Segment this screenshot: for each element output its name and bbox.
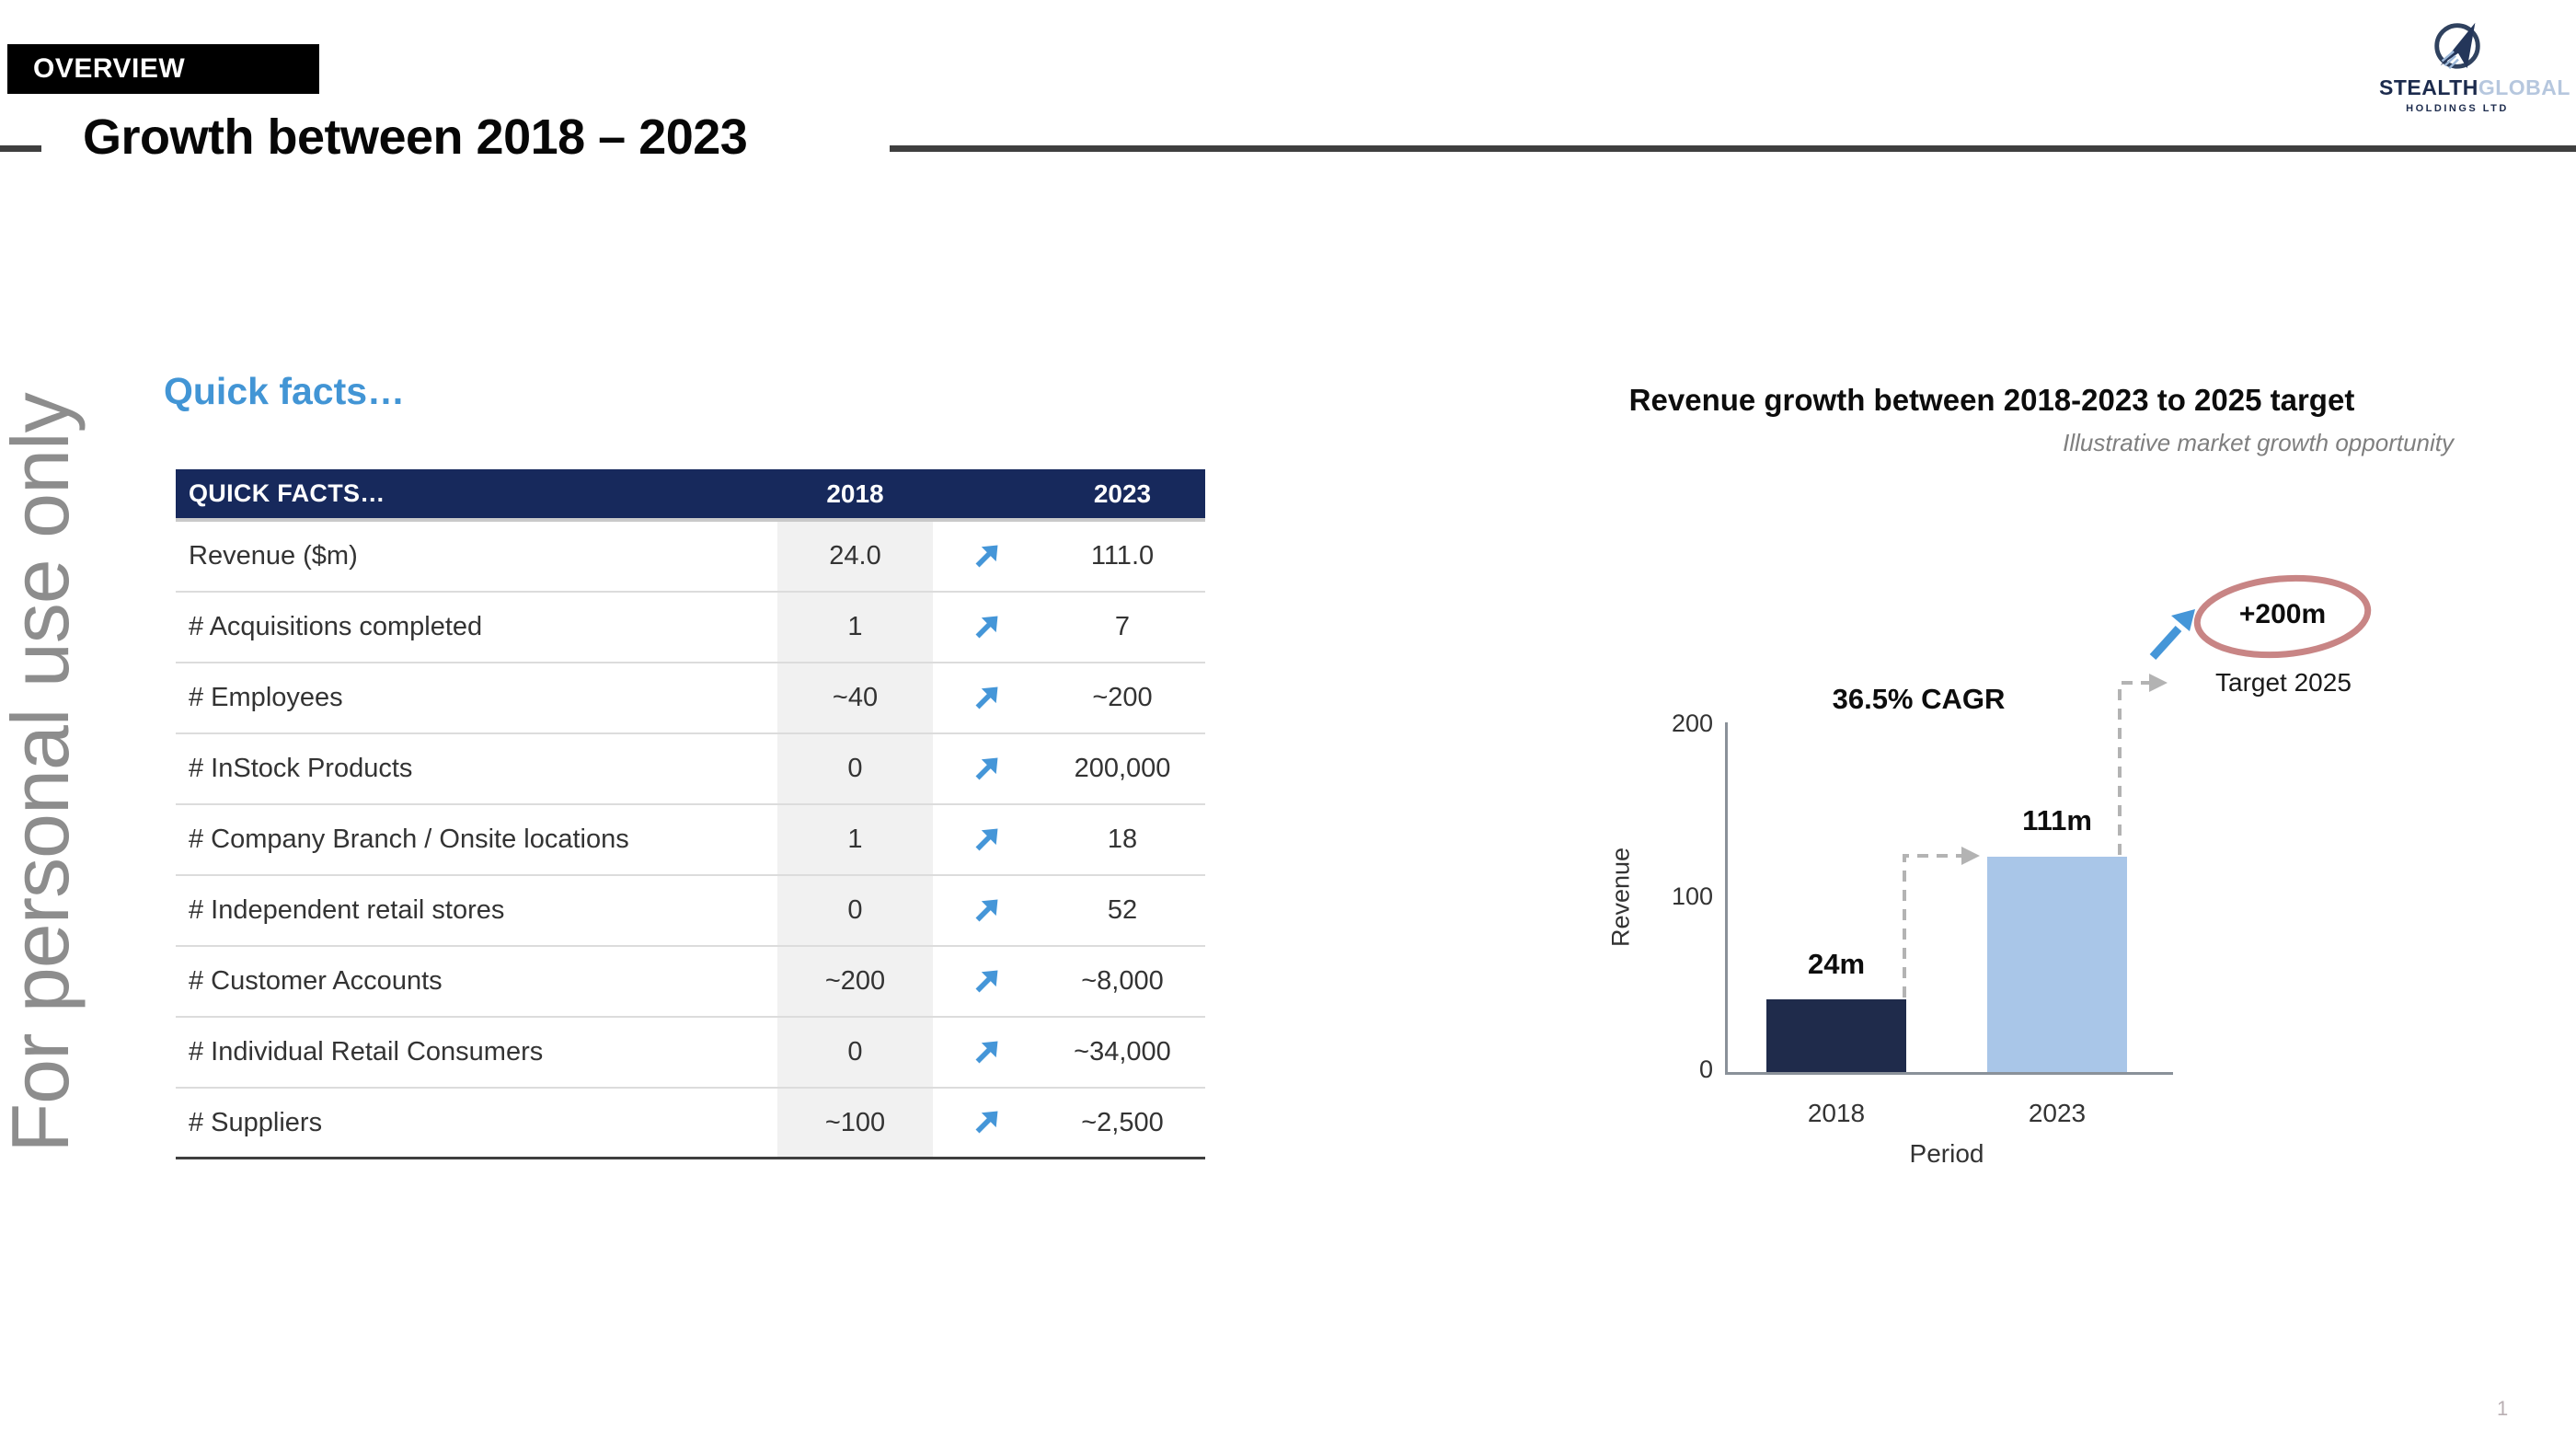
row-value-2023: 111.0 bbox=[1090, 541, 1155, 571]
growth-arrow-icon bbox=[933, 1018, 1040, 1087]
row-label: Revenue ($m) bbox=[189, 541, 358, 571]
bar-2023 bbox=[1987, 857, 2127, 1072]
logo-name-secondary: GLOBAL bbox=[2478, 75, 2570, 99]
page-number: 1 bbox=[2497, 1397, 2509, 1420]
table-row: # Individual Retail Consumers 0 ~34,000 bbox=[176, 1018, 1205, 1089]
row-value-2023: 7 bbox=[1114, 612, 1131, 641]
row-value-2018: 0 bbox=[777, 734, 933, 803]
blue-growth-arrow-icon bbox=[2149, 609, 2195, 661]
row-label: # Employees bbox=[189, 683, 343, 712]
cagr-annotation: 36.5% CAGR bbox=[1832, 683, 2006, 715]
x-axis-label: Period bbox=[1909, 1139, 1984, 1168]
growth-arrow-icon bbox=[933, 947, 1040, 1016]
row-value-2018: 0 bbox=[777, 876, 933, 945]
growth-arrow-icon bbox=[933, 805, 1040, 874]
target-value-label: +200m bbox=[2238, 599, 2327, 629]
row-label: # Individual Retail Consumers bbox=[189, 1037, 544, 1067]
row-value-2018: ~40 bbox=[777, 663, 933, 732]
logo-subtitle: HOLDINGS LTD bbox=[2406, 103, 2509, 114]
table-row: # Acquisitions completed 1 7 bbox=[176, 593, 1205, 663]
y-tick-0: 0 bbox=[1698, 1055, 1713, 1083]
row-value-2018: 0 bbox=[777, 1018, 933, 1087]
growth-arrow-icon bbox=[933, 1089, 1040, 1157]
row-value-2023: ~200 bbox=[1092, 683, 1153, 712]
growth-arrow-icon bbox=[933, 522, 1040, 591]
quick-facts-table: QUICK FACTS… 2018 2023 Revenue ($m) 24.0… bbox=[176, 469, 1205, 1159]
section-badge: OVERVIEW bbox=[7, 44, 319, 94]
row-value-2023: 52 bbox=[1107, 895, 1138, 925]
company-logo: STEALTHGLOBAL HOLDINGS LTD bbox=[2379, 17, 2570, 114]
table-row: # Employees ~40 ~200 bbox=[176, 663, 1205, 734]
growth-arrow-icon bbox=[933, 734, 1040, 803]
table-row: # Suppliers ~100 ~2,500 bbox=[176, 1089, 1205, 1159]
table-row: # Company Branch / Onsite locations 1 18 bbox=[176, 805, 1205, 876]
page-title: Growth between 2018 – 2023 bbox=[83, 110, 748, 165]
logo-wordmark: STEALTHGLOBAL bbox=[2379, 75, 2570, 100]
bar-value-label-2018: 24m bbox=[1807, 948, 1866, 980]
growth-arrow-icon bbox=[933, 876, 1040, 945]
x-tick-2018: 2018 bbox=[1807, 1099, 1866, 1127]
row-value-2023: 200,000 bbox=[1074, 754, 1171, 783]
quick-facts-heading: Quick facts… bbox=[164, 370, 406, 412]
growth-arrow-icon bbox=[933, 663, 1040, 732]
row-value-2023: ~8,000 bbox=[1081, 966, 1164, 996]
growth-arrow-icon bbox=[933, 593, 1040, 662]
row-label: # Customer Accounts bbox=[189, 966, 443, 996]
x-axis bbox=[1725, 1072, 2173, 1075]
bar-2018 bbox=[1766, 999, 1906, 1072]
table-header-label: QUICK FACTS… bbox=[189, 479, 385, 507]
row-value-2018: 1 bbox=[777, 805, 933, 874]
bar-value-label-2023: 111m bbox=[2022, 804, 2092, 836]
dashed-connector-2018-2023 bbox=[1903, 847, 1980, 998]
table-row: # Customer Accounts ~200 ~8,000 bbox=[176, 947, 1205, 1018]
title-rule-left bbox=[0, 145, 41, 152]
y-axis-label: Revenue bbox=[1606, 847, 1635, 948]
row-label: # Acquisitions completed bbox=[189, 612, 483, 641]
logo-name-primary: STEALTH bbox=[2379, 75, 2478, 99]
table-row: # InStock Products 0 200,000 bbox=[176, 734, 1205, 805]
table-row: # Independent retail stores 0 52 bbox=[176, 876, 1205, 947]
table-header-2023: 2023 bbox=[1093, 479, 1152, 508]
title-rule-right bbox=[890, 145, 2576, 152]
row-value-2023: ~2,500 bbox=[1081, 1107, 1164, 1137]
y-axis bbox=[1725, 722, 1728, 1075]
row-label: # Company Branch / Onsite locations bbox=[189, 825, 629, 854]
row-label: # Suppliers bbox=[189, 1107, 323, 1137]
row-value-2023: ~34,000 bbox=[1074, 1037, 1171, 1067]
row-label: # InStock Products bbox=[189, 754, 413, 783]
row-label: # Independent retail stores bbox=[189, 895, 505, 925]
chart-title: Revenue growth between 2018-2023 to 2025… bbox=[1628, 383, 2355, 417]
table-row: Revenue ($m) 24.0 111.0 bbox=[176, 522, 1205, 593]
y-tick-200: 200 bbox=[1671, 709, 1713, 737]
table-header-row: QUICK FACTS… 2018 2023 bbox=[176, 469, 1205, 522]
row-value-2018: 24.0 bbox=[777, 522, 933, 591]
row-value-2018: ~200 bbox=[777, 947, 933, 1016]
row-value-2018: 1 bbox=[777, 593, 933, 662]
table-header-2018: 2018 bbox=[826, 479, 884, 508]
x-tick-2023: 2023 bbox=[2028, 1099, 2087, 1127]
section-badge-label: OVERVIEW bbox=[33, 53, 186, 84]
chart-subtitle: Illustrative market growth opportunity bbox=[2063, 429, 2454, 456]
y-tick-100: 100 bbox=[1671, 882, 1713, 910]
logo-emblem-icon bbox=[2434, 22, 2480, 70]
row-value-2023: 18 bbox=[1107, 825, 1138, 854]
watermark-text: For personal use only bbox=[0, 393, 86, 1153]
target-year-label: Target 2025 bbox=[2215, 668, 2352, 697]
row-value-2018: ~100 bbox=[777, 1089, 933, 1157]
